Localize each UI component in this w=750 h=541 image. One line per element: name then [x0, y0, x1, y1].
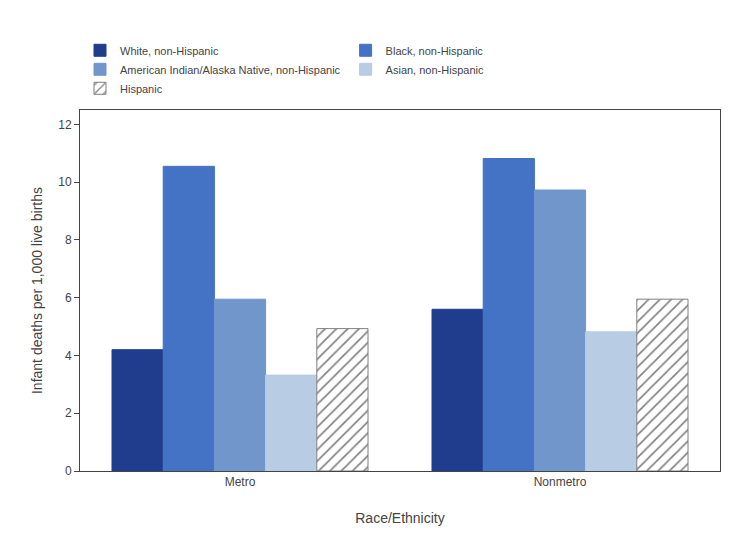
svg-text:Black, non-Hispanic: Black, non-Hispanic [386, 45, 484, 57]
svg-text:6: 6 [65, 291, 72, 305]
svg-text:2: 2 [65, 406, 72, 420]
svg-text:0: 0 [65, 464, 72, 478]
svg-text:8: 8 [65, 233, 72, 247]
svg-text:Nonmetro: Nonmetro [534, 475, 587, 489]
svg-text:Infant deaths per 1,000 live b: Infant deaths per 1,000 live births [29, 187, 45, 394]
svg-text:White, non-Hispanic: White, non-Hispanic [120, 45, 219, 57]
svg-text:10: 10 [58, 175, 72, 189]
svg-text:American Indian/Alaska Native,: American Indian/Alaska Native, non-Hispa… [120, 64, 341, 76]
svg-text:Metro: Metro [225, 475, 256, 489]
svg-text:4: 4 [65, 349, 72, 363]
svg-text:Asian, non-Hispanic: Asian, non-Hispanic [386, 64, 484, 76]
svg-text:Race/Ethnicity: Race/Ethnicity [355, 510, 444, 526]
svg-text:Hispanic: Hispanic [120, 83, 163, 95]
svg-text:12: 12 [58, 118, 72, 132]
